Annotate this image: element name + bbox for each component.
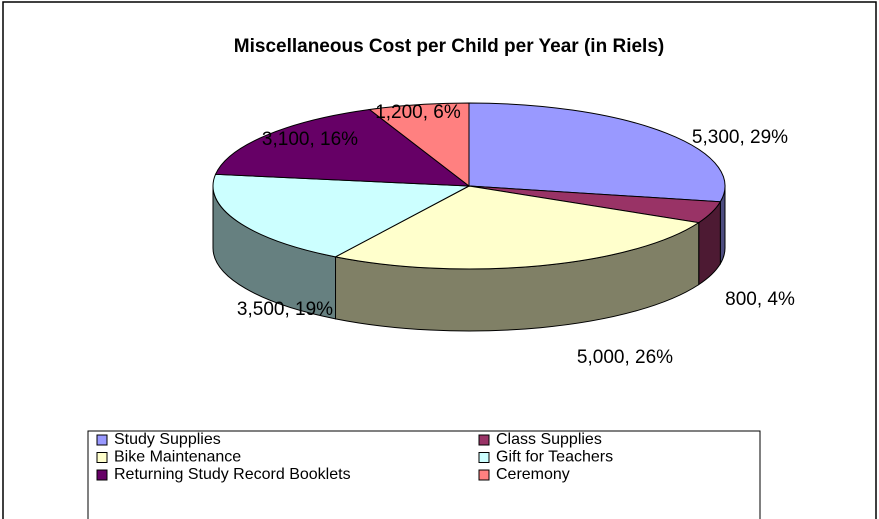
legend-swatch	[96, 469, 108, 481]
legend-swatch	[96, 434, 108, 446]
legend-swatch	[478, 434, 490, 446]
chart-title: Miscellaneous Cost per Child per Year (i…	[234, 36, 664, 57]
legend-label: Study Supplies	[114, 431, 221, 448]
legend-label: Returning Study Record Booklets	[114, 466, 351, 483]
slice	[468, 102, 726, 203]
legend-label: Class Supplies	[496, 431, 602, 448]
legend-label: Ceremony	[496, 466, 570, 483]
legend-label: Gift for Teachers	[496, 449, 613, 466]
legend-label: Bike Maintenance	[114, 449, 241, 466]
data-label: 3,500, 19%	[237, 299, 333, 320]
data-label: 3,100, 16%	[262, 129, 358, 150]
legend-swatch	[478, 469, 490, 481]
slice	[214, 108, 471, 187]
legend-box	[87, 430, 761, 519]
data-label: 800, 4%	[725, 289, 795, 310]
slice	[212, 173, 471, 258]
legend-swatch	[478, 452, 490, 463]
slice	[368, 102, 470, 188]
slice	[334, 185, 701, 270]
data-label: 1,200, 6%	[375, 102, 461, 123]
data-label: 5,300, 29%	[692, 127, 788, 148]
data-label: 5,000, 26%	[577, 347, 673, 368]
legend-swatch	[96, 452, 108, 463]
